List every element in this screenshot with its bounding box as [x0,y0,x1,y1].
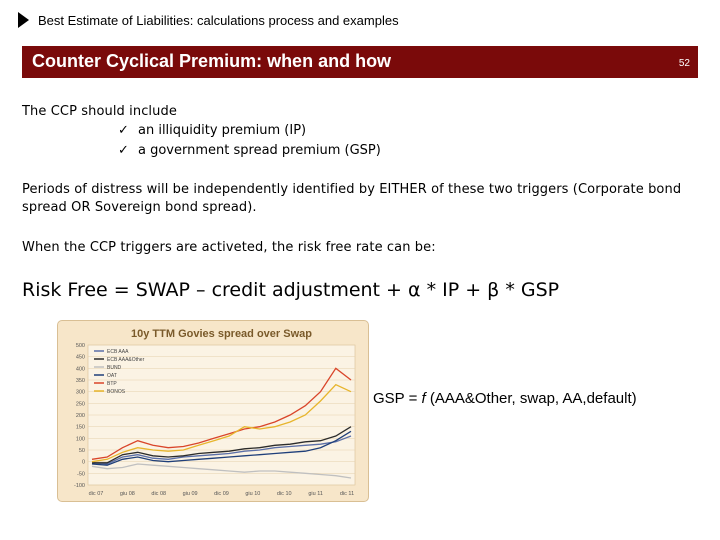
x-tick-label: dic 09 [214,491,229,497]
header-title: Best Estimate of Liabilities: calculatio… [38,12,399,28]
series-line [91,367,352,460]
x-tick-label: giu 08 [120,491,135,497]
x-tick-label: giu 11 [308,491,323,497]
y-tick-label: 250 [76,401,85,407]
checkmark-icon: ✓ [118,143,129,158]
legend-label: BUND [107,365,122,371]
checklist-item-text: an illiquidity premium (IP) [138,123,307,138]
x-tick-label: dic 11 [340,491,354,497]
legend-label: ECB AAA&Other [107,357,145,363]
slide-title: Counter Cyclical Premium: when and how [32,51,392,71]
checklist-item: ✓ an illiquidity premium (IP) [118,123,306,138]
y-tick-label: -100 [74,483,85,489]
chart-title: 10y TTM Govies spread over Swap [131,328,312,340]
govies-spread-chart: 10y TTM Govies spread over Swap 500 450 400… [57,320,369,502]
series-line [92,426,352,464]
checklist-item: ✓ a government spread premium (GSP) [118,143,381,158]
distress-paragraph-line: spread OR Sovereign bond spread). [22,200,257,215]
y-tick-label: 50 [79,448,85,454]
gsp-args: (AAA&Other, swap, AA,default) [425,390,637,407]
chart-svg: 10y TTM Govies spread over Swap500450400… [74,328,356,497]
y-tick-label: 100 [76,436,85,442]
legend-label: BONOS [107,389,126,395]
distress-paragraph: Periods of distress will be independentl… [22,181,681,217]
intro-text: The CCP should include [22,104,177,119]
gsp-function: f [421,390,426,407]
checkmark-icon: ✓ [118,123,129,138]
x-tick-label: dic 08 [151,491,166,497]
y-tick-label: 0 [82,460,85,466]
triggers-paragraph: When the CCP triggers are activeted, the… [22,240,436,255]
series-line [91,435,352,465]
checklist-item-text: a government spread premium (GSP) [138,143,381,158]
series-line [91,430,352,466]
y-tick-label: -50 [77,471,85,477]
risk-free-formula: Risk Free = SWAP – credit adjustment + α… [22,279,560,301]
distress-paragraph-line: Periods of distress will be independentl… [22,182,682,197]
slide-header: Best Estimate of Liabilities: calculatio… [18,10,399,30]
y-tick-label: 400 [76,366,85,372]
legend-label: BTP [107,381,117,387]
y-tick-label: 350 [76,378,85,384]
gsp-prefix: GSP = [373,390,422,407]
page-number: 52 [678,58,690,69]
y-tick-label: 450 [76,355,85,361]
title-banner: Counter Cyclical Premium: when and how 5… [22,46,698,78]
series-line [91,463,352,479]
x-tick-label: giu 10 [245,491,260,497]
y-tick-label: 500 [76,343,85,349]
legend-label: OAT [107,373,117,379]
x-tick-label: dic 10 [277,491,292,497]
y-tick-label: 150 [76,425,85,431]
triangle-bullet-icon [18,12,29,28]
y-tick-label: 200 [76,413,85,419]
gsp-definition: GSP = f (AAA&Other, swap, AA,default) [373,390,637,407]
legend-label: ECB AAA [107,349,129,355]
series-line [91,383,352,463]
x-tick-label: giu 09 [183,491,198,497]
y-tick-label: 300 [76,390,85,396]
x-tick-label: dic 07 [89,491,104,497]
